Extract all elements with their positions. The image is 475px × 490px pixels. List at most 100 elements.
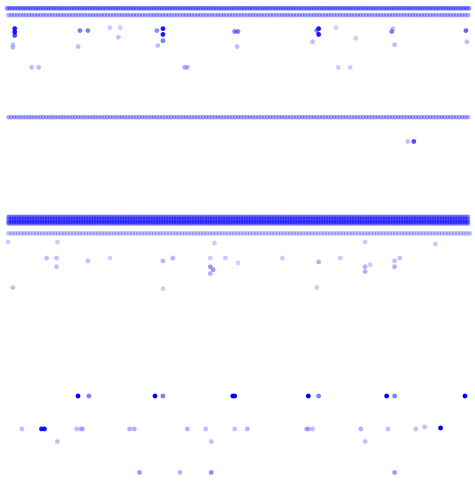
scatter-point (154, 28, 159, 33)
scatter-point (10, 45, 15, 50)
band-point (467, 6, 472, 11)
scatter-point (314, 285, 319, 290)
scatter-point (334, 25, 339, 30)
scatter-point (127, 427, 132, 432)
scatter-point (116, 35, 121, 40)
scatter-point (358, 427, 363, 432)
band-point (466, 115, 471, 120)
scatter-point (363, 439, 368, 444)
scatter-point (74, 427, 79, 432)
scatter-point (170, 256, 175, 261)
scatter-point (316, 32, 321, 37)
scatter-point (44, 256, 49, 261)
scatter-point (397, 256, 402, 261)
scatter-point (54, 264, 59, 269)
band-point (466, 221, 471, 226)
scatter-point (185, 65, 190, 70)
scatter-point (464, 39, 469, 44)
scatter-point (392, 470, 397, 475)
scatter-point (310, 427, 315, 432)
scatter-point (411, 139, 416, 144)
scatter-point (203, 427, 208, 432)
scatter-point (161, 286, 166, 291)
scatter-point (155, 43, 160, 48)
scatter-point (464, 28, 469, 33)
scatter-point (12, 33, 17, 38)
scatter-point (78, 427, 83, 432)
scatter-point (132, 427, 137, 432)
scatter-point (54, 256, 59, 261)
scatter-point (236, 261, 241, 266)
scatter-point (363, 269, 368, 274)
scatter-point (118, 25, 123, 30)
scatter-point (208, 271, 213, 276)
scatter-point (390, 26, 395, 31)
scatter-point (433, 242, 438, 247)
scatter-point (211, 267, 216, 272)
scatter-point (161, 26, 166, 31)
scatter-point (413, 427, 418, 432)
scatter-point (42, 427, 47, 432)
scatter-point (161, 259, 166, 264)
scatter-point (161, 38, 166, 43)
scatter-point (392, 264, 397, 269)
scatter-point (209, 470, 214, 475)
scatter-point (235, 44, 240, 49)
scatter-point (36, 65, 41, 70)
scatter-point (86, 394, 91, 399)
scatter-point (338, 256, 343, 261)
scatter-point (348, 65, 353, 70)
scatter-point (19, 427, 24, 432)
scatter-point (185, 427, 190, 432)
scatter-point (85, 28, 90, 33)
scatter-point (422, 425, 427, 430)
scatter-point (161, 32, 166, 37)
scatter-point (76, 44, 81, 49)
scatter-point (232, 394, 237, 399)
scatter-point (85, 259, 90, 264)
scatter-point (392, 394, 397, 399)
scatter-point (209, 439, 214, 444)
scatter-point (10, 285, 15, 290)
scatter-point (304, 427, 309, 432)
scatter-point (316, 26, 321, 31)
scatter-point (392, 42, 397, 47)
scatter-point (392, 259, 397, 264)
scatter-point (280, 256, 285, 261)
scatter-point (463, 394, 468, 399)
scatter-point (236, 29, 241, 34)
scatter-point (78, 28, 83, 33)
band-point (467, 231, 472, 236)
scatter-point (316, 394, 321, 399)
scatter-point (208, 256, 213, 261)
scatter-point (232, 427, 237, 432)
scatter-point (153, 394, 158, 399)
scatter-point (223, 256, 228, 261)
scatter-point (363, 240, 368, 245)
scatter-point (363, 264, 368, 269)
scatter-point (316, 260, 321, 265)
scatter-point (386, 427, 391, 432)
scatter-point (161, 394, 166, 399)
scatter-point (29, 65, 34, 70)
scatter-point (6, 240, 11, 245)
scatter-point (55, 439, 60, 444)
scatter-point (76, 394, 81, 399)
scatter-point (310, 39, 315, 44)
scatter-point (177, 470, 182, 475)
scatter-point (353, 36, 358, 41)
scatter-point (306, 394, 311, 399)
scatter-point (137, 470, 142, 475)
scatter-point (55, 240, 60, 245)
scatter-point (108, 25, 113, 30)
scatter-point (336, 65, 341, 70)
scatter-point (405, 139, 410, 144)
scatter-point (368, 262, 373, 267)
scatter-point (438, 426, 443, 431)
scatter-point (384, 394, 389, 399)
scatter-point (245, 427, 250, 432)
band-point (466, 13, 471, 18)
scatter-point (108, 256, 113, 261)
